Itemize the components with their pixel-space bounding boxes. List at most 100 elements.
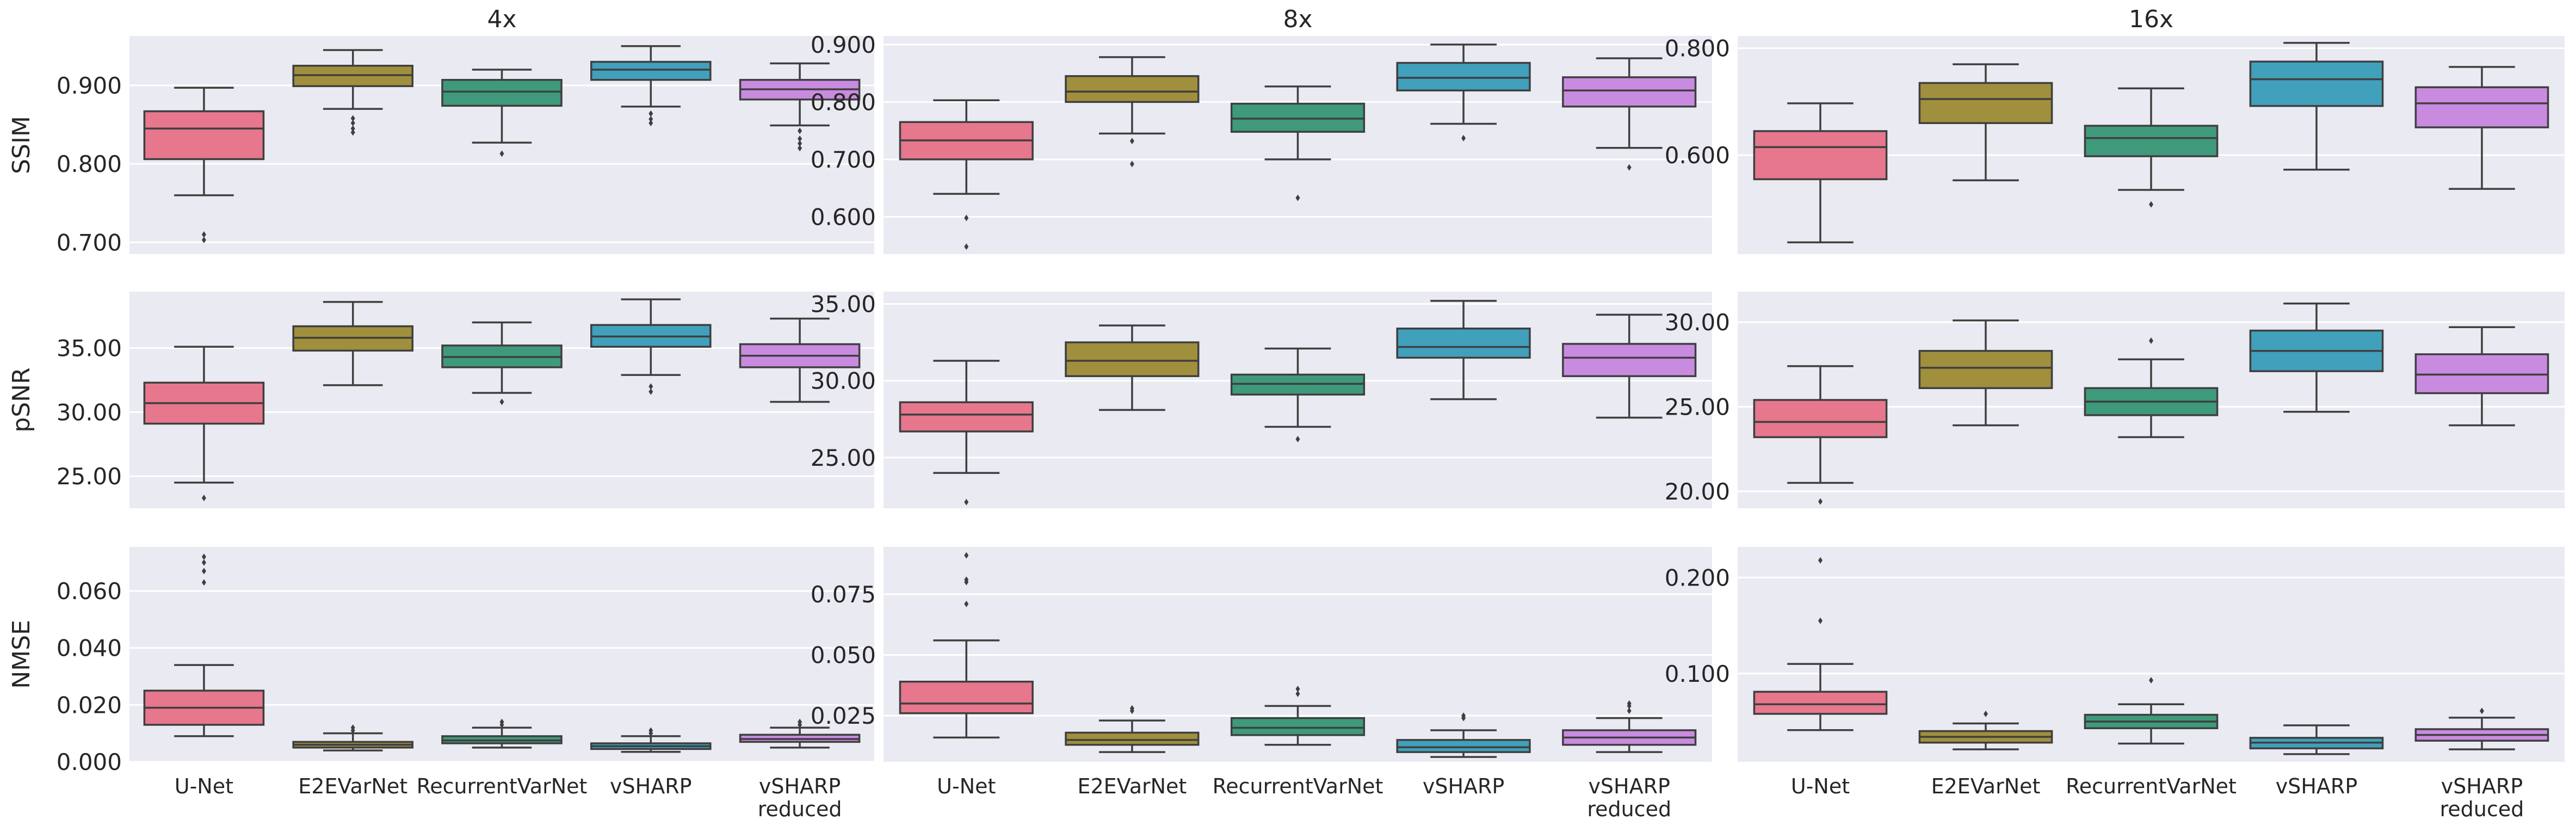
panel-nmse-8x: 0.025 0.050 0.075 bbox=[811, 547, 1712, 762]
outlier-point bbox=[2480, 707, 2484, 714]
y-tick-label: 0.200 bbox=[1665, 564, 1730, 591]
x-category-label: U-Net bbox=[1791, 774, 1850, 798]
y-tick-label: 20.00 bbox=[1665, 478, 1730, 505]
iqr-box bbox=[1065, 341, 1200, 377]
x-category-label: U-Net bbox=[937, 774, 996, 798]
iqr-box bbox=[1918, 350, 2053, 389]
box-e2evarnet bbox=[292, 724, 413, 751]
iqr-box bbox=[1396, 739, 1531, 753]
x-category-label: E2EVarNet bbox=[298, 774, 407, 798]
box-e2evarnet bbox=[1065, 324, 1200, 411]
iqr-box bbox=[1065, 731, 1200, 746]
outlier-point bbox=[1627, 707, 1632, 714]
box-vsharp-reduced bbox=[1562, 700, 1697, 753]
outlier-point bbox=[798, 140, 802, 147]
y-tick-label: 25.00 bbox=[57, 463, 122, 490]
iqr-box bbox=[2249, 60, 2384, 107]
row-label-nmse: NMSE bbox=[8, 620, 35, 689]
y-tick-label: 35.00 bbox=[811, 291, 876, 318]
outlier-point bbox=[350, 120, 355, 127]
panel-psnr-8x: 25.00 30.00 35.00 bbox=[811, 291, 1712, 508]
box-vsharp-reduced bbox=[1562, 57, 1697, 171]
box-vsharp bbox=[590, 45, 712, 127]
iqr-box bbox=[1562, 343, 1697, 377]
box-u-net bbox=[1753, 102, 1888, 244]
box-vsharp-reduced bbox=[2414, 707, 2549, 750]
box-vsharp bbox=[1396, 300, 1531, 400]
panel-nmse-16x: 0.100 0.200 bbox=[1665, 547, 2565, 762]
box-recurrentvarnet bbox=[2084, 677, 2219, 745]
outlier-point bbox=[648, 120, 653, 127]
iqr-box bbox=[590, 60, 712, 81]
box-vsharp bbox=[2249, 303, 2384, 413]
box-e2evarnet bbox=[1918, 710, 2053, 750]
box-e2evarnet bbox=[1918, 63, 2053, 182]
box-vsharp-reduced bbox=[739, 62, 861, 152]
outlier-point bbox=[964, 214, 969, 221]
y-tick-label: 0.040 bbox=[57, 635, 122, 662]
iqr-box bbox=[1918, 82, 2053, 124]
outlier-point bbox=[648, 383, 653, 390]
box-u-net bbox=[899, 360, 1034, 506]
box-u-net bbox=[899, 99, 1034, 250]
outlier-point bbox=[350, 115, 355, 122]
box-recurrentvarnet bbox=[2084, 87, 2219, 208]
y-tick-label: 0.060 bbox=[57, 578, 122, 605]
x-category-label: RecurrentVarNet bbox=[417, 774, 588, 798]
outlier-point bbox=[201, 579, 206, 586]
outlier-point bbox=[798, 127, 802, 134]
y-tick-label: 0.100 bbox=[1665, 661, 1730, 687]
box-recurrentvarnet bbox=[2084, 337, 2219, 439]
outlier-point bbox=[1129, 161, 1134, 168]
outlier-point bbox=[964, 552, 969, 559]
outlier-point bbox=[201, 237, 206, 244]
column-title: 8x bbox=[1283, 5, 1312, 33]
outlier-point bbox=[1461, 714, 1466, 722]
x-category-label: reduced bbox=[758, 797, 842, 821]
y-tick-label: 0.700 bbox=[57, 229, 122, 256]
row-labels: SSIM pSNR NMSE bbox=[8, 116, 35, 689]
y-tick-label: 0.900 bbox=[57, 72, 122, 99]
iqr-box bbox=[441, 79, 563, 107]
x-category-label: vSHARP bbox=[610, 774, 692, 798]
outlier-point bbox=[1627, 702, 1632, 710]
box-recurrentvarnet bbox=[441, 69, 563, 157]
x-category-label: E2EVarNet bbox=[1931, 774, 2041, 798]
box-recurrentvarnet bbox=[1230, 347, 1366, 442]
box-vsharp-reduced bbox=[1562, 313, 1697, 419]
outlier-point bbox=[964, 578, 969, 586]
outlier-point bbox=[201, 568, 206, 575]
box-u-net bbox=[1753, 557, 1888, 731]
x-category-label: vSHARP bbox=[2441, 774, 2523, 798]
y-tick-label: 0.800 bbox=[57, 151, 122, 177]
outlier-point bbox=[648, 730, 653, 737]
y-tick-label: 30.00 bbox=[1665, 309, 1730, 336]
y-tick-label: 0.800 bbox=[811, 89, 876, 115]
outlier-point bbox=[201, 559, 206, 566]
y-tick-label: 0.020 bbox=[57, 692, 122, 718]
box-u-net bbox=[143, 346, 265, 502]
box-vsharp-reduced bbox=[2414, 66, 2549, 190]
box-e2evarnet bbox=[292, 301, 413, 386]
column-title: 4x bbox=[487, 5, 516, 33]
column-title: 16x bbox=[2129, 5, 2173, 33]
row-label-psnr: pSNR bbox=[8, 367, 35, 432]
iqr-box bbox=[1230, 717, 1366, 736]
box-e2evarnet bbox=[292, 49, 413, 136]
iqr-box bbox=[143, 110, 265, 161]
outlier-point bbox=[1295, 435, 1300, 442]
outlier-point bbox=[798, 721, 802, 728]
box-vsharp-reduced bbox=[739, 718, 861, 749]
iqr-box bbox=[1753, 691, 1888, 715]
iqr-box bbox=[899, 680, 1034, 714]
box-e2evarnet bbox=[1918, 319, 2053, 427]
outlier-point bbox=[2149, 337, 2153, 344]
outlier-point bbox=[1295, 686, 1300, 693]
iqr-box bbox=[1396, 61, 1531, 91]
iqr-box bbox=[1065, 75, 1200, 103]
outlier-point bbox=[648, 115, 653, 122]
x-category-label: vSHARP bbox=[2276, 774, 2358, 798]
box-vsharp-reduced bbox=[2414, 326, 2549, 427]
x-category-label: RecurrentVarNet bbox=[1213, 774, 1383, 798]
outlier-point bbox=[201, 495, 206, 502]
